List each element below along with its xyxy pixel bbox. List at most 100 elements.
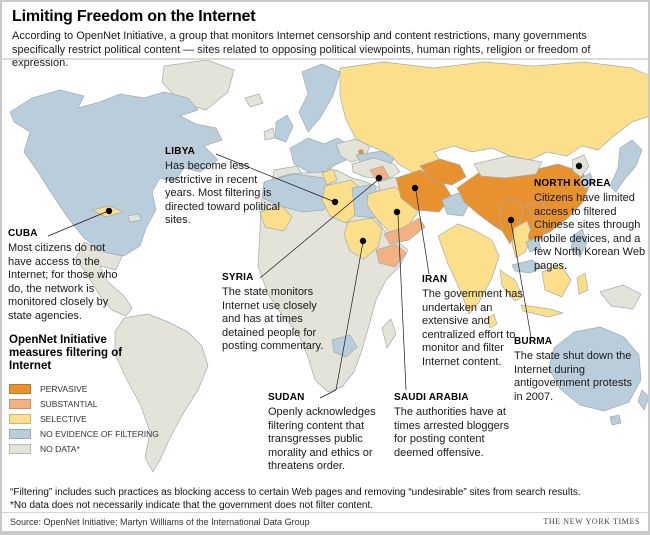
map-region-philippines bbox=[570, 228, 588, 258]
map-region-cambodia bbox=[525, 237, 542, 253]
callout-sudan-name: SUDAN bbox=[268, 392, 305, 403]
marker-dot-syria bbox=[375, 174, 383, 182]
callout-north-korea-name: NORTH KOREA bbox=[534, 178, 611, 189]
callout-libya: LIBYA Has become less restrictive in rec… bbox=[165, 146, 283, 228]
callout-libya-name: LIBYA bbox=[165, 146, 196, 157]
legend-item: NO EVIDENCE OF FILTERING bbox=[9, 426, 159, 441]
callout-north-korea: NORTH KOREA Citizens have limited access… bbox=[534, 178, 648, 273]
callout-iran: IRAN The government has undertaken an ex… bbox=[422, 274, 524, 369]
map-region-thailand bbox=[511, 220, 534, 259]
callout-north-korea-text: Citizens have limited access to filtered… bbox=[534, 192, 646, 272]
legend: OpenNet Initiative measures filtering of… bbox=[9, 334, 159, 456]
leader-line-cuba bbox=[47, 211, 107, 237]
callout-syria-name: SYRIA bbox=[222, 272, 254, 283]
map-region-yemen-oman bbox=[383, 217, 426, 245]
map-region-india-pakistan bbox=[437, 223, 500, 315]
leader-line-iran bbox=[415, 190, 430, 275]
marker-dot-burma bbox=[507, 216, 515, 224]
marker-dot-north-korea bbox=[575, 162, 583, 170]
marker-dot-sudan bbox=[359, 237, 367, 245]
publisher-credit: THE NEW YORK TIMES bbox=[543, 517, 640, 526]
map-region-tunisia bbox=[321, 168, 338, 186]
footnote-filtering: “Filtering” includes such practices as b… bbox=[10, 487, 581, 498]
map-region-hispaniola bbox=[127, 213, 143, 223]
callout-iran-text: The government has undertaken an extensi… bbox=[422, 288, 523, 368]
map-region-iceland bbox=[244, 93, 264, 108]
legend-swatch-3 bbox=[9, 428, 31, 439]
map-region-north-america bbox=[9, 89, 223, 257]
map-region-sumatra bbox=[499, 269, 524, 302]
map-region-java bbox=[520, 304, 564, 318]
header: Limiting Freedom on the Internet Accordi… bbox=[12, 8, 642, 71]
callout-cuba-name: CUBA bbox=[8, 228, 38, 239]
map-region-madagascar bbox=[381, 318, 397, 349]
legend-title: OpenNet Initiative measures filtering of… bbox=[9, 334, 123, 372]
map-region-zambia-zimbabwe bbox=[331, 334, 358, 358]
callout-burma-name: BURMA bbox=[514, 336, 553, 347]
legend-label: SUBSTANTIAL bbox=[40, 398, 98, 409]
callout-iran-name: IRAN bbox=[422, 274, 448, 285]
callout-cuba: CUBA Most citizens do not have access to… bbox=[8, 228, 132, 323]
legend-swatch-4 bbox=[9, 443, 31, 454]
leader-line-syria bbox=[259, 178, 380, 279]
map-region-sulawesi bbox=[576, 272, 589, 295]
callout-sudan-text: Openly acknowledges filtering content th… bbox=[268, 406, 376, 472]
marker-dot-saudi-arabia bbox=[393, 208, 401, 216]
legend-swatch-2 bbox=[9, 413, 31, 424]
legend-swatch-1 bbox=[9, 398, 31, 409]
map-region-mexico-central-america bbox=[75, 241, 133, 317]
map-region-tasmania bbox=[609, 414, 622, 426]
footer-divider bbox=[2, 512, 648, 513]
map-region-scandinavia bbox=[298, 63, 341, 133]
map-region-new-zealand bbox=[637, 389, 648, 411]
map-region-borneo bbox=[541, 264, 572, 298]
map-region-united-kingdom bbox=[274, 114, 294, 143]
world-map bbox=[9, 60, 648, 473]
map-region-moldova bbox=[358, 149, 364, 155]
footnote-no-data: *No data does not necessarily indicate t… bbox=[10, 500, 373, 511]
leader-line-saudi-arabia bbox=[397, 214, 407, 391]
legend-label: NO DATA* bbox=[40, 443, 80, 454]
callout-burma: BURMA The state shut down the Internet d… bbox=[514, 336, 632, 404]
callout-syria-text: The state monitors Internet use closely … bbox=[222, 286, 324, 352]
leader-line-burma bbox=[510, 221, 532, 338]
footnotes: “Filtering” includes such practices as b… bbox=[10, 486, 646, 512]
callout-libya-text: Has become less restrictive in recent ye… bbox=[165, 160, 280, 226]
callout-sudan: SUDAN Openly acknowledges filtering cont… bbox=[268, 392, 398, 474]
map-region-south-america bbox=[114, 313, 209, 473]
legend-swatch-0 bbox=[9, 383, 31, 394]
leader-line-libya bbox=[215, 153, 336, 203]
map-region-morocco-algeria bbox=[262, 173, 333, 213]
map-region-mongolia bbox=[473, 155, 543, 179]
source-line: Source: OpenNet Initiative; Martyn Willi… bbox=[10, 517, 310, 527]
marker-dot-iran bbox=[411, 184, 419, 192]
legend-item: NO DATA* bbox=[9, 441, 159, 456]
map-region-uzbekistan bbox=[419, 158, 467, 186]
legend-item: SELECTIVE bbox=[9, 411, 159, 426]
leader-line-sudan bbox=[319, 241, 364, 399]
map-region-syria bbox=[369, 165, 390, 184]
map-region-new-guinea bbox=[599, 284, 642, 310]
map-region-libya bbox=[321, 179, 362, 224]
map-region-ireland bbox=[263, 127, 276, 141]
map-region-malaysia bbox=[511, 259, 544, 274]
map-region-australia bbox=[548, 326, 642, 412]
legend-label: PERVASIVE bbox=[40, 383, 88, 394]
legend-label: SELECTIVE bbox=[40, 413, 87, 424]
callout-syria: SYRIA The state monitors Internet use cl… bbox=[222, 272, 324, 354]
map-region-south-korea bbox=[579, 172, 595, 190]
legend-item: SUBSTANTIAL bbox=[9, 396, 159, 411]
page-title: Limiting Freedom on the Internet bbox=[12, 8, 256, 25]
callout-saudi-arabia-name: SAUDI ARABIA bbox=[394, 392, 469, 403]
callout-burma-text: The state shut down the Internet during … bbox=[514, 350, 633, 403]
marker-dot-cuba bbox=[105, 207, 113, 215]
marker-dot-libya bbox=[331, 198, 339, 206]
callout-saudi-arabia: SAUDI ARABIA The authorities have at tim… bbox=[394, 392, 512, 460]
map-region-sri-lanka bbox=[487, 313, 498, 329]
legend-items: PERVASIVE SUBSTANTIAL SELECTIVE NO EVIDE… bbox=[9, 381, 159, 456]
map-region-japan bbox=[609, 139, 643, 193]
callout-cuba-text: Most citizens do not have access to the … bbox=[8, 242, 118, 322]
header-divider bbox=[2, 58, 648, 60]
legend-item: PERVASIVE bbox=[9, 381, 159, 396]
